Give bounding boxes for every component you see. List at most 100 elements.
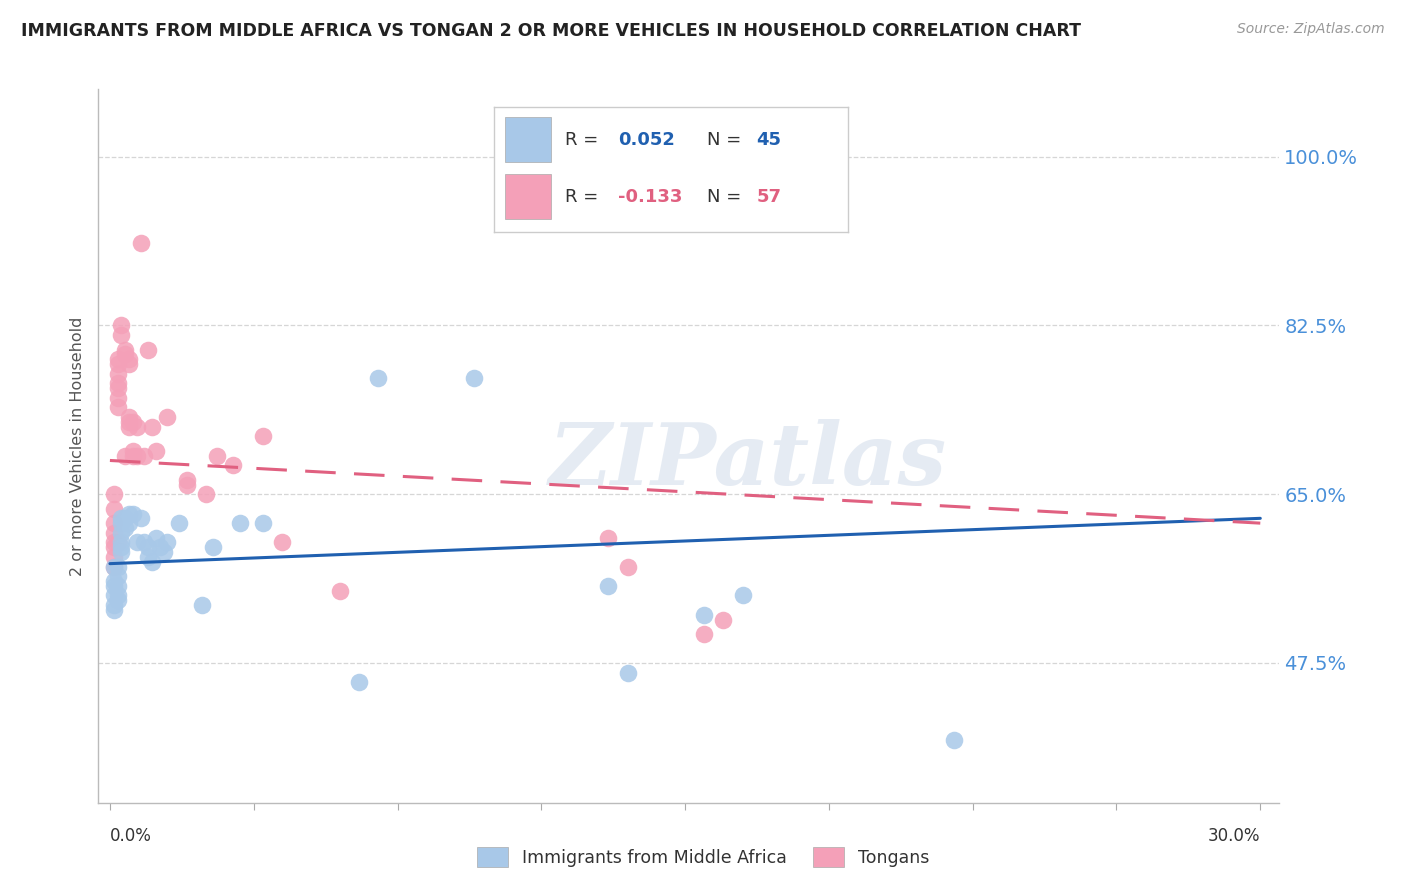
- Point: [145, 531, 167, 545]
- Point: [103, 487, 125, 501]
- Point: [271, 535, 294, 549]
- Point: [463, 371, 485, 385]
- Point: [122, 415, 145, 429]
- Point: [347, 675, 370, 690]
- Point: [693, 627, 716, 641]
- Point: [107, 391, 129, 405]
- Point: [103, 589, 125, 603]
- Point: [125, 535, 148, 549]
- Text: 30.0%: 30.0%: [1208, 827, 1260, 845]
- Point: [141, 555, 163, 569]
- Point: [107, 589, 129, 603]
- Point: [125, 419, 148, 434]
- Point: [194, 487, 217, 501]
- Point: [145, 443, 167, 458]
- Point: [103, 535, 125, 549]
- Point: [107, 569, 129, 583]
- Point: [103, 549, 125, 564]
- Point: [103, 579, 125, 593]
- Point: [167, 516, 190, 530]
- Point: [118, 352, 141, 367]
- Point: [103, 501, 125, 516]
- Point: [149, 541, 172, 555]
- Point: [103, 525, 125, 540]
- Point: [107, 352, 129, 367]
- Point: [122, 449, 145, 463]
- Point: [110, 511, 132, 525]
- Point: [191, 598, 214, 612]
- Point: [176, 473, 198, 487]
- Point: [713, 613, 735, 627]
- Point: [103, 559, 125, 574]
- Y-axis label: 2 or more Vehicles in Household: 2 or more Vehicles in Household: [69, 317, 84, 575]
- Point: [114, 511, 136, 525]
- Point: [598, 579, 620, 593]
- Point: [136, 343, 159, 357]
- Point: [252, 429, 274, 443]
- Point: [616, 665, 638, 680]
- Point: [107, 559, 129, 574]
- Point: [118, 516, 141, 530]
- Point: [114, 449, 136, 463]
- Point: [329, 583, 352, 598]
- Point: [114, 347, 136, 361]
- Point: [110, 318, 132, 333]
- Point: [103, 541, 125, 555]
- Point: [367, 371, 389, 385]
- Point: [103, 603, 125, 617]
- Point: [129, 511, 152, 525]
- Point: [110, 525, 132, 540]
- Point: [207, 449, 229, 463]
- Point: [176, 477, 198, 491]
- Point: [107, 535, 129, 549]
- Point: [141, 419, 163, 434]
- Point: [118, 415, 141, 429]
- Point: [110, 535, 132, 549]
- Point: [134, 535, 156, 549]
- Point: [110, 545, 132, 559]
- Point: [252, 516, 274, 530]
- Point: [616, 559, 638, 574]
- Point: [107, 376, 129, 391]
- Point: [152, 545, 174, 559]
- Point: [103, 574, 125, 588]
- Point: [118, 410, 141, 425]
- Point: [103, 516, 125, 530]
- Text: Source: ZipAtlas.com: Source: ZipAtlas.com: [1237, 22, 1385, 37]
- Point: [122, 443, 145, 458]
- Point: [122, 507, 145, 521]
- Point: [229, 516, 252, 530]
- Point: [136, 549, 159, 564]
- Point: [107, 593, 129, 607]
- Point: [134, 449, 156, 463]
- Point: [107, 367, 129, 381]
- Point: [693, 607, 716, 622]
- Point: [107, 579, 129, 593]
- Point: [114, 521, 136, 535]
- Point: [156, 535, 179, 549]
- Point: [731, 589, 754, 603]
- Point: [118, 419, 141, 434]
- Point: [103, 559, 125, 574]
- Point: [107, 381, 129, 395]
- Legend: Immigrants from Middle Africa, Tongans: Immigrants from Middle Africa, Tongans: [470, 840, 936, 874]
- Point: [156, 410, 179, 425]
- Point: [118, 507, 141, 521]
- Point: [107, 357, 129, 371]
- Point: [202, 541, 225, 555]
- Point: [942, 733, 965, 747]
- Point: [129, 236, 152, 251]
- Point: [110, 516, 132, 530]
- Point: [110, 541, 132, 555]
- Point: [136, 541, 159, 555]
- Point: [107, 401, 129, 415]
- Text: 0.0%: 0.0%: [110, 827, 152, 845]
- Point: [118, 357, 141, 371]
- Point: [125, 449, 148, 463]
- Point: [598, 531, 620, 545]
- Text: IMMIGRANTS FROM MIDDLE AFRICA VS TONGAN 2 OR MORE VEHICLES IN HOUSEHOLD CORRELAT: IMMIGRANTS FROM MIDDLE AFRICA VS TONGAN …: [21, 22, 1081, 40]
- Point: [110, 328, 132, 343]
- Point: [221, 458, 243, 473]
- Point: [103, 598, 125, 612]
- Point: [114, 343, 136, 357]
